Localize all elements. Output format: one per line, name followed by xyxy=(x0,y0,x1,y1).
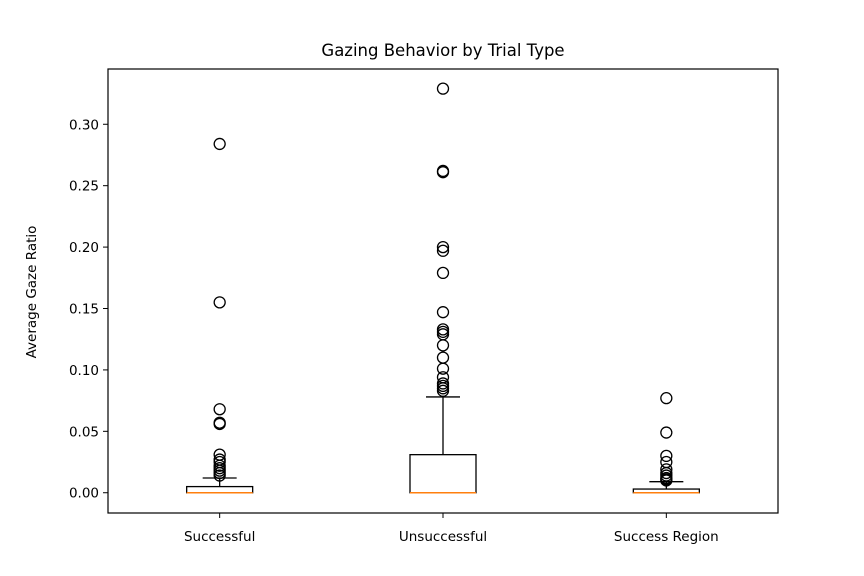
outlier-point xyxy=(213,469,226,482)
outlier-point xyxy=(436,82,450,95)
outlier-point xyxy=(436,266,450,280)
y-tick-label: 0.25 xyxy=(69,179,99,195)
outlier-point xyxy=(213,417,226,431)
outlier-point xyxy=(436,362,450,375)
y-tick-label: 0.20 xyxy=(69,240,99,256)
y-tick-label: 0.10 xyxy=(69,363,99,379)
outlier-point xyxy=(436,351,450,364)
chart-title: Gazing Behavior by Trial Type xyxy=(321,41,564,60)
y-tick-label: 0.30 xyxy=(69,117,99,133)
y-tick-label: 0.05 xyxy=(69,424,99,440)
outlier-point xyxy=(436,306,450,319)
x-tick-label: Success Region xyxy=(614,529,719,545)
y-tick-label: 0.15 xyxy=(69,302,99,318)
x-tick-label: Unsuccessful xyxy=(399,529,487,545)
axes-frame xyxy=(107,68,779,514)
outlier-point xyxy=(213,137,226,151)
y-tick-label: 0.00 xyxy=(69,486,99,502)
plot-area: 0.00 0.05 0.10 0.15 0.20 0.25 0.30 Successful Un… xyxy=(69,68,779,545)
outlier-point xyxy=(660,426,673,439)
outlier-point xyxy=(436,240,450,254)
outlier-point xyxy=(436,339,450,352)
y-axis-label: Average Gaze Ratio xyxy=(24,226,40,359)
outlier-point xyxy=(213,296,226,309)
outlier-point xyxy=(660,392,673,405)
outlier-point xyxy=(436,384,450,397)
outlier-point xyxy=(660,474,673,487)
outlier-point xyxy=(436,325,450,338)
outlier-point xyxy=(436,244,450,257)
x-tick-label: Successful xyxy=(184,529,255,545)
box-iqr xyxy=(186,485,254,494)
outlier-point xyxy=(436,166,450,179)
outlier-point xyxy=(213,403,226,416)
outlier-point xyxy=(660,449,673,463)
box-iqr xyxy=(409,454,477,494)
